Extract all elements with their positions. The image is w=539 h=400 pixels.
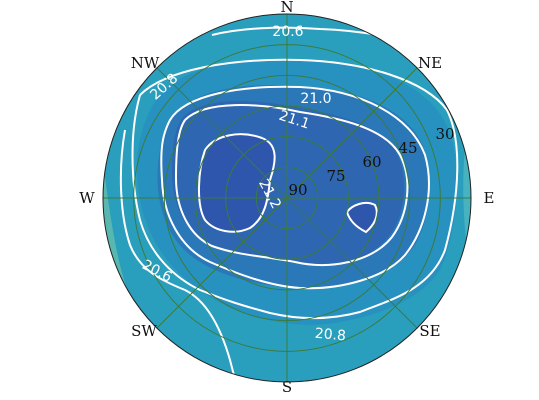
- band-peak: [198, 134, 275, 232]
- band-secondary-peak: [347, 202, 377, 232]
- direction-label-se: SE: [419, 322, 440, 340]
- contour-line-20-6-west: [119, 129, 239, 382]
- direction-label-sw: SW: [131, 322, 157, 340]
- contour-label-21-0: 21.0: [300, 91, 331, 107]
- elevation-ring-labels: 90 75 60 45 30: [288, 125, 454, 199]
- band-light-east: [463, 120, 471, 270]
- direction-label-e: E: [484, 189, 495, 207]
- chart-border: [102, 13, 472, 383]
- ring-label-30: 30: [435, 125, 454, 143]
- ring-label-90: 90: [288, 181, 307, 199]
- grid-spoke-nw: [156, 67, 288, 199]
- direction-label-w: W: [79, 189, 95, 207]
- ring-label-45: 45: [398, 139, 417, 157]
- contour-line-21-1: [174, 104, 409, 266]
- ring-label-60: 60: [362, 153, 381, 171]
- contour-label-20-8: 20.8: [314, 326, 346, 345]
- grid-spoke-se: [286, 197, 418, 329]
- contour-line-21-0: [160, 85, 430, 290]
- ring-label-75: 75: [326, 167, 345, 185]
- contour-line-21-2-secondary: [346, 202, 378, 234]
- contour-line-20-8-outer: [131, 58, 459, 320]
- direction-label-s: S: [282, 378, 292, 395]
- direction-label-ne: NE: [418, 54, 442, 72]
- contour-lines: [119, 26, 459, 382]
- contour-label-20-6: 20.6: [272, 24, 303, 40]
- direction-label-nw: NW: [131, 54, 160, 72]
- polar-grid: [103, 14, 471, 382]
- grid-spoke-sw: [156, 197, 288, 329]
- direction-labels: N NE E SE S SW W NW: [79, 0, 495, 396]
- direction-label-n: N: [280, 0, 293, 16]
- contour-line-21-2: [197, 133, 276, 233]
- grid-spoke-ne: [286, 67, 418, 199]
